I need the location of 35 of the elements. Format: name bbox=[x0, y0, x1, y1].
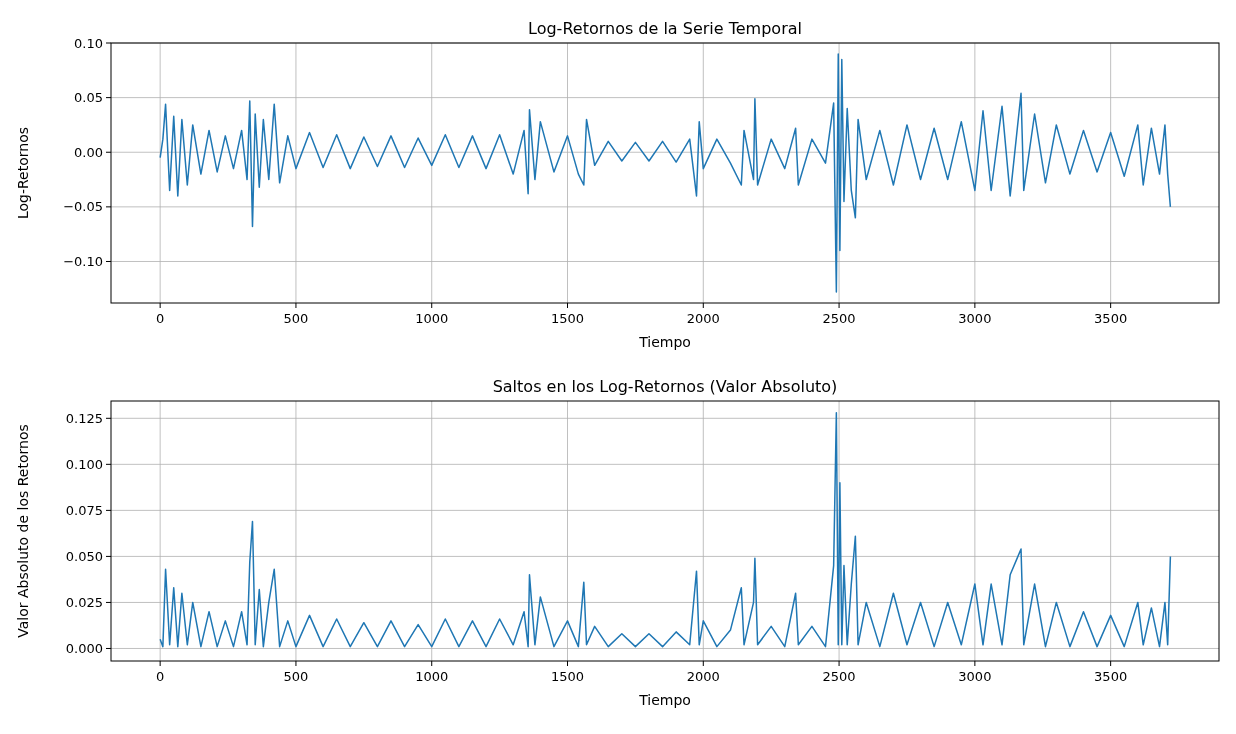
x-tick-label: 3500 bbox=[1094, 669, 1128, 684]
x-tick-label: 3000 bbox=[958, 311, 992, 326]
x-tick-label: 2000 bbox=[686, 669, 720, 684]
y-tick-label: 0.10 bbox=[74, 35, 103, 51]
x-tick-label: 2500 bbox=[822, 669, 856, 684]
y-axis-title: Log-Retornos bbox=[15, 126, 31, 220]
y-tick-label: 0.075 bbox=[65, 502, 103, 518]
y-tick-label: 0.025 bbox=[65, 594, 103, 610]
x-axis-title: Tiempo bbox=[638, 692, 691, 708]
y-tick-label: 0.05 bbox=[74, 90, 103, 106]
y-tick-label: 0.125 bbox=[65, 410, 103, 426]
x-tick-label: 3500 bbox=[1094, 311, 1128, 326]
y-tick-label: −0.05 bbox=[63, 199, 103, 215]
y-tick-label: 0.050 bbox=[65, 548, 103, 564]
line-series bbox=[159, 412, 1172, 648]
x-tick-label: 2000 bbox=[686, 311, 720, 326]
chart-title: Saltos en los Log-Retornos (Valor Absoluto) bbox=[492, 377, 838, 396]
x-tick-label: 0 bbox=[156, 311, 165, 326]
chart-title: Log-Retornos de la Serie Temporal bbox=[528, 19, 802, 38]
x-tick-label: 1500 bbox=[550, 311, 585, 326]
x-tick-label: 500 bbox=[283, 311, 309, 326]
x-tick-label: 1000 bbox=[415, 311, 449, 326]
x-tick-label: 500 bbox=[283, 669, 309, 684]
y-tick-label: −0.10 bbox=[63, 254, 103, 270]
y-tick-label: 0.100 bbox=[65, 456, 103, 472]
x-tick-label: 1500 bbox=[550, 669, 585, 684]
x-tick-label: 2500 bbox=[822, 311, 856, 326]
x-axis-title: Tiempo bbox=[638, 334, 691, 350]
y-tick-label: 0.000 bbox=[65, 641, 103, 657]
y-axis-title: Valor Absoluto de los Retornos bbox=[15, 424, 31, 638]
line-series bbox=[159, 53, 1172, 293]
y-tick-label: 0.00 bbox=[74, 144, 103, 160]
x-tick-label: 3000 bbox=[958, 669, 992, 684]
x-tick-label: 1000 bbox=[415, 669, 449, 684]
x-tick-label: 0 bbox=[156, 669, 165, 684]
